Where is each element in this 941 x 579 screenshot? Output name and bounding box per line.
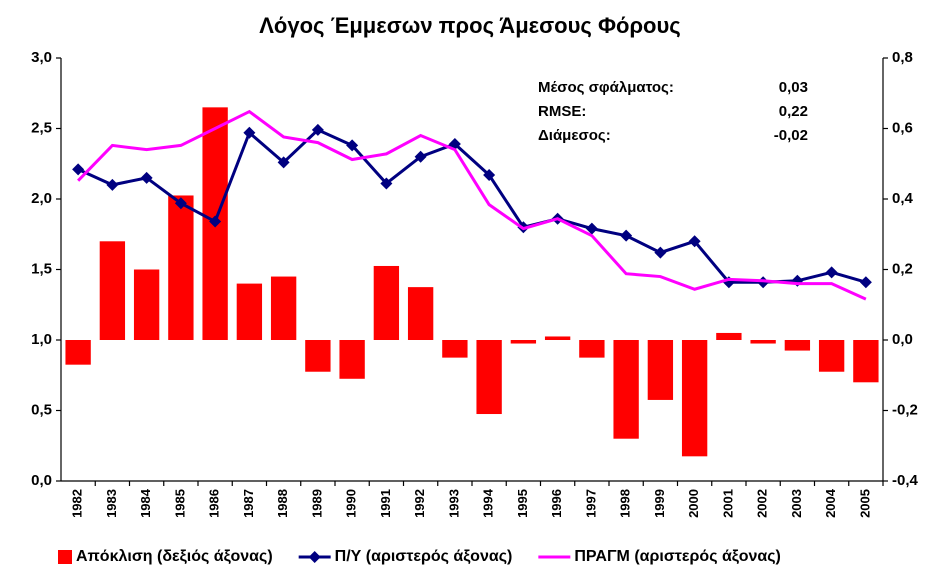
x-tick-label: 1998: [618, 489, 633, 518]
x-tick-label: 1984: [138, 488, 153, 518]
annotation-value: 0,03: [779, 79, 808, 96]
bar: [133, 269, 160, 340]
bar: [647, 340, 674, 400]
annotation-label: Μέσος σφάλματος:: [538, 79, 674, 96]
bar: [784, 340, 811, 351]
x-tick-label: 1983: [104, 489, 119, 518]
marker: [243, 126, 256, 139]
y-tick-label: 1,5: [31, 260, 52, 277]
marker: [174, 197, 187, 210]
bar: [613, 340, 639, 439]
bar: [236, 283, 263, 340]
x-tick-label: 1987: [241, 489, 256, 518]
y2-tick-label: 0,6: [892, 119, 913, 136]
x-tick-label: 1988: [275, 489, 290, 518]
y-tick-label: 0,5: [31, 401, 52, 418]
x-tick-label: 2005: [857, 489, 872, 518]
marker: [585, 222, 598, 235]
annotation-value: -0,02: [774, 127, 808, 144]
x-tick-label: 1994: [481, 488, 496, 518]
marker: [209, 215, 222, 228]
x-tick-label: 1991: [378, 489, 393, 518]
x-tick-label: 2002: [755, 489, 770, 518]
bar: [818, 340, 845, 372]
line: [77, 128, 867, 284]
marker: [483, 169, 496, 182]
bar: [65, 340, 91, 365]
bar: [750, 340, 776, 344]
marker: [106, 178, 119, 191]
legend-marker: [308, 551, 321, 563]
bar: [270, 276, 297, 340]
x-tick-label: 1993: [446, 489, 461, 518]
bar: [853, 340, 879, 383]
marker: [140, 171, 153, 184]
line: [77, 109, 867, 301]
x-tick-label: 1999: [652, 489, 667, 518]
y2-tick-label: -0,2: [892, 401, 918, 418]
y-tick-label: 2,5: [31, 119, 52, 136]
bar: [168, 195, 194, 340]
marker: [72, 163, 85, 176]
marker: [346, 139, 359, 152]
bar: [373, 265, 400, 340]
legend-swatch: [58, 550, 72, 564]
marker: [311, 123, 324, 136]
legend-label: ΠΡΑΓΜ (αριστερός άξονας): [574, 548, 781, 565]
y2-tick-label: 0,2: [892, 260, 913, 277]
x-tick-label: 2000: [686, 489, 701, 518]
bar: [716, 332, 742, 340]
bar: [99, 241, 126, 340]
x-tick-label: 1989: [309, 489, 324, 518]
x-tick-label: 2003: [789, 489, 804, 518]
y-tick-label: 0,0: [31, 472, 52, 489]
marker: [380, 177, 393, 190]
marker: [277, 156, 290, 169]
bar: [407, 287, 434, 340]
y2-tick-label: 0,8: [892, 49, 913, 66]
legend-label: Απόκλιση (δεξιός άξονας): [76, 548, 273, 565]
x-tick-label: 2004: [823, 488, 838, 518]
y-tick-label: 2,0: [31, 190, 52, 207]
chart-title: Λόγος Έμμεσων προς Άμεσους Φόρους: [259, 13, 681, 38]
y-tick-label: 3,0: [31, 49, 52, 66]
bar: [579, 340, 605, 358]
bar: [681, 340, 708, 457]
y-tick-label: 1,0: [31, 331, 52, 348]
x-tick-label: 1986: [207, 489, 222, 518]
x-tick-label: 1995: [515, 489, 530, 518]
marker: [414, 150, 427, 163]
bar: [476, 340, 502, 415]
x-tick-label: 1982: [70, 489, 85, 518]
annotation-label: RMSE:: [538, 103, 586, 120]
marker: [859, 276, 872, 289]
y2-tick-label: 0,0: [892, 331, 913, 348]
annotation-label: Διάμεσος:: [538, 127, 611, 144]
x-tick-label: 2001: [720, 489, 735, 518]
x-tick-label: 1996: [549, 489, 564, 518]
marker: [620, 229, 633, 242]
marker: [825, 266, 838, 279]
annotation-value: 0,22: [779, 103, 808, 120]
y2-tick-label: -0,4: [892, 472, 919, 489]
bar: [339, 340, 365, 379]
x-tick-label: 1992: [412, 489, 427, 518]
bar: [442, 340, 468, 358]
y2-tick-label: 0,4: [892, 190, 914, 207]
legend-label: Π/Υ (αριστερός άξονας): [335, 548, 513, 565]
marker: [688, 235, 701, 248]
x-tick-label: 1985: [172, 489, 187, 518]
x-tick-label: 1997: [583, 489, 598, 518]
x-tick-label: 1990: [344, 489, 359, 518]
bar: [305, 340, 331, 372]
bar: [544, 336, 571, 340]
bar: [510, 340, 537, 344]
marker: [654, 246, 667, 259]
